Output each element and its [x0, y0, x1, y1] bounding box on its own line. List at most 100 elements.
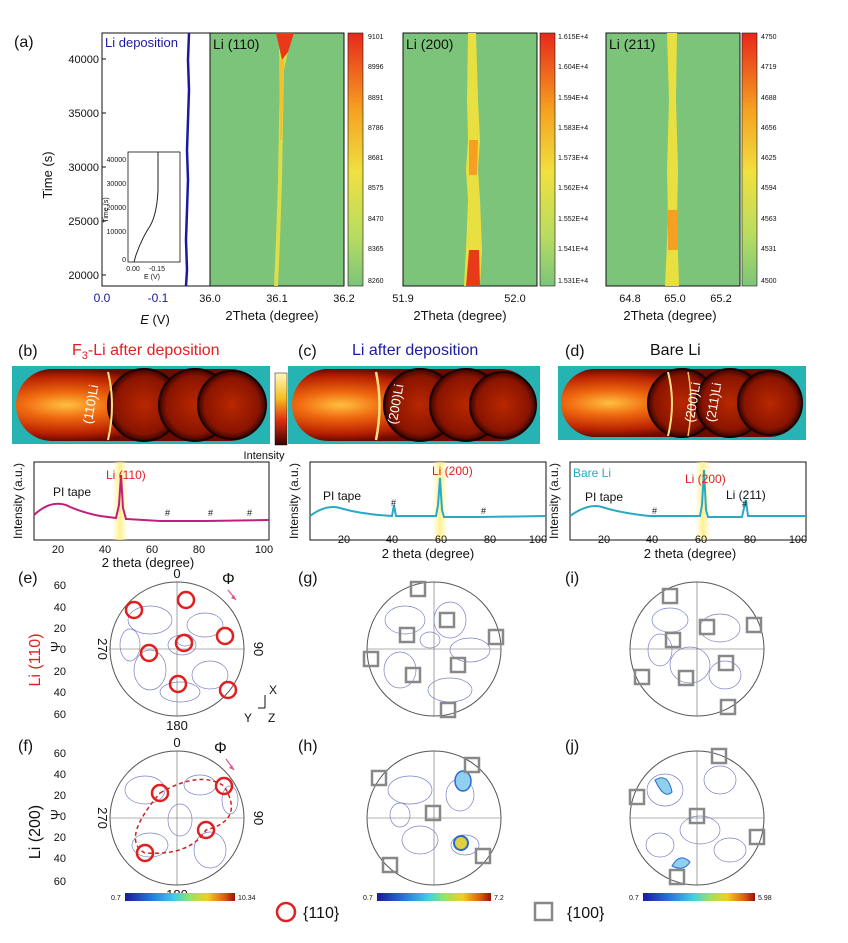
legend-square-icon	[533, 901, 554, 922]
panel-c-trace	[309, 477, 547, 518]
svg-text:1.573E+4: 1.573E+4	[558, 155, 588, 162]
psi-scale-e: Ψ 60 40 20 0 20 40 60	[48, 580, 66, 721]
map-li200-xtick-1: 52.0	[504, 293, 525, 305]
svg-text:4500: 4500	[761, 278, 777, 285]
svg-text:X: X	[269, 683, 277, 697]
panel-j-label: (j)	[565, 738, 579, 755]
svg-text:4688: 4688	[761, 95, 777, 102]
svg-text:0.7: 0.7	[111, 895, 121, 902]
panel-b-trace	[33, 474, 270, 522]
markers-100-h	[370, 756, 492, 874]
svg-text:#: #	[481, 506, 486, 516]
legend: {110} {100}	[275, 901, 605, 923]
panel-d-pi-label: PI tape	[585, 490, 623, 504]
panel-g-label: (g)	[298, 570, 318, 587]
svg-text:0.7: 0.7	[629, 895, 639, 902]
svg-text:40: 40	[54, 687, 66, 699]
pole-figure-i: (i)	[565, 570, 765, 717]
panel-c-ylabel: Intensity (a.u.)	[287, 463, 301, 539]
panel-b-xrd-pattern: Li (110) PI tape # # # Intensity (a.u.) …	[11, 461, 273, 570]
legend-circle-icon	[275, 901, 297, 923]
markers-110-f	[135, 776, 234, 863]
svg-text:80: 80	[484, 534, 496, 546]
svg-text:20: 20	[54, 832, 66, 844]
svg-text:4594: 4594	[761, 185, 777, 192]
row-label-li200: Li (200)	[27, 805, 44, 859]
map-li211-colorbar	[741, 32, 758, 287]
svg-text:100: 100	[255, 544, 273, 556]
svg-text:#: #	[208, 508, 213, 518]
map-li110-streak	[274, 33, 292, 286]
map-li200-title: Li (200)	[406, 36, 453, 52]
map-li110-xtick-0: 36.0	[199, 293, 220, 305]
panel-d-title: Bare Li	[650, 342, 701, 359]
panel-c-xrd-pattern: Li (200) PI tape # # Intensity (a.u.) 20…	[287, 461, 547, 561]
psi-scale-f: Ψ 60 40 20 0 20 40 60	[48, 748, 66, 888]
svg-text:60: 60	[54, 709, 66, 721]
ytick-30000: 30000	[68, 162, 99, 174]
phi-label-f: Φ	[214, 740, 227, 757]
panel-d: (d) Bare Li (200)Li (211)Li Bare Li Li (…	[547, 342, 807, 561]
inset-ytick-30000: 30000	[107, 181, 127, 188]
time-axis-label: Time (s)	[40, 151, 55, 198]
ytick-25000: 25000	[68, 216, 99, 228]
map-li200-xlabel: 2Theta (degree)	[413, 308, 506, 323]
svg-text:8891: 8891	[368, 95, 384, 102]
svg-text:#: #	[391, 498, 396, 508]
svg-text:4531: 4531	[761, 246, 777, 253]
axis-indicator: X Y Z	[244, 683, 277, 725]
panel-b: (b) F3-Li after deposition (110)Li Li (1…	[11, 342, 273, 570]
panel-b-ring-label: (110)Li	[80, 383, 102, 425]
svg-text:0: 0	[173, 566, 180, 581]
svg-text:20: 20	[338, 534, 350, 546]
voltage-axis-label: E (V)	[140, 312, 170, 327]
svg-text:90: 90	[251, 642, 266, 656]
pole-figure-e: (e) 0 180 270 90 Φ X	[18, 566, 277, 733]
svg-text:40: 40	[386, 534, 398, 546]
panel-d-extra-label: Li (211)	[726, 488, 766, 502]
svg-text:1.541E+4: 1.541E+4	[558, 246, 588, 253]
xtick-neg0.1: -0.1	[148, 291, 169, 305]
panel-b-ylabel: Intensity (a.u.)	[11, 463, 25, 539]
panel-d-ylabel: Intensity (a.u.)	[547, 463, 561, 539]
voltage-trace	[184, 32, 191, 287]
voltage-inset: Time (s) 40000 30000 20000 10000 0 0.00 …	[103, 151, 181, 281]
svg-text:#: #	[652, 506, 657, 516]
inset-ytick-40000: 40000	[107, 157, 127, 164]
jet-colorbar-3: 0.7 5.98	[629, 893, 772, 902]
map-li211-xlabel: 2Theta (degree)	[623, 308, 716, 323]
svg-text:0: 0	[60, 811, 66, 823]
panel-b-label: (b)	[18, 343, 38, 360]
psi-label-f: Ψ	[48, 809, 63, 820]
map-li110-colorbar	[347, 32, 364, 287]
inset-xlabel: E (V)	[144, 274, 160, 281]
panel-c-peak-label: Li (200)	[432, 464, 473, 478]
svg-text:60: 60	[54, 748, 66, 760]
svg-text:20: 20	[54, 666, 66, 678]
svg-text:8365: 8365	[368, 246, 384, 253]
panel-d-xrd-pattern: Bare Li Li (200) Li (211) PI tape # # In…	[547, 461, 807, 561]
intensity-label: Intensity	[244, 450, 285, 462]
panel-c-xlabel: 2 theta (degree)	[382, 546, 475, 561]
svg-text:4750: 4750	[761, 34, 777, 41]
svg-text:20: 20	[54, 790, 66, 802]
panel-d-ring-label-200: (200)Li	[682, 381, 704, 424]
map-li200-colorbar	[539, 32, 556, 287]
map-li110-cbar-labels: 9101 8996 8891 8786 8681 8575 8470 8365 …	[368, 34, 384, 285]
inset-ytick-0: 0	[122, 257, 126, 264]
pole-figures: Li (110) Li (200) Ψ 60 40 20 0 20 40 60 …	[18, 566, 772, 902]
panel-d-detector-image: (200)Li (211)Li	[558, 366, 806, 440]
svg-text:20: 20	[598, 534, 610, 546]
pole-figure-h: (h)	[298, 738, 502, 886]
voltage-plot: Li deposition Time (s) 20000 25000 30000…	[40, 32, 211, 327]
svg-text:8260: 8260	[368, 278, 384, 285]
jet-colorbar-2: 0.7 7.2	[363, 893, 504, 902]
panel-d-label: (d)	[565, 343, 585, 360]
svg-text:100: 100	[529, 534, 547, 546]
svg-text:80: 80	[744, 534, 756, 546]
intensity-colorbar: Intensity	[244, 372, 288, 462]
svg-text:0.7: 0.7	[363, 895, 373, 902]
svg-text:#: #	[742, 499, 747, 509]
panel-b-peak-label: Li (110)	[106, 468, 146, 482]
map-li211-title: Li (211)	[609, 36, 655, 52]
